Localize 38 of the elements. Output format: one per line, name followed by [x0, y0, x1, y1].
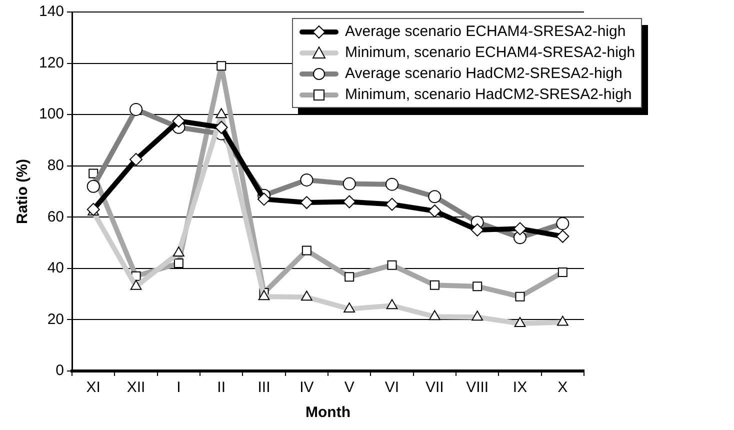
point — [470, 223, 484, 236]
point — [514, 222, 527, 236]
point — [130, 152, 143, 166]
x-tick-label: II — [217, 379, 226, 396]
x-axis-title: Month — [306, 404, 351, 422]
point — [428, 204, 442, 218]
point — [258, 192, 271, 206]
x-tick-label: VI — [384, 379, 400, 396]
x-tick-label: X — [558, 379, 568, 396]
point — [386, 198, 399, 211]
y-tick-label: 120 — [38, 54, 64, 72]
x-tick-label: I — [176, 379, 181, 396]
point — [556, 230, 570, 243]
y-tick-label: 60 — [47, 208, 64, 226]
x-tick-label: XII — [126, 379, 146, 396]
y-tick-label: 100 — [38, 106, 64, 123]
point — [86, 202, 100, 216]
legend-label: Minimum, scenario HadCM2-SRESA2-high — [345, 85, 632, 105]
point — [300, 196, 314, 210]
legend-label: Minimum, scenario ECHAM4-SRESA2-high — [345, 43, 636, 63]
point — [172, 114, 186, 128]
x-tick-label: VII — [426, 379, 444, 396]
point — [342, 195, 356, 208]
x-tick-label: III — [258, 379, 270, 396]
x-tick-label: VIII — [466, 379, 489, 396]
x-tick-label: IX — [512, 379, 528, 396]
legend-label: Average scenario ECHAM4-SRESA2-high — [345, 22, 626, 42]
x-tick-label: XI — [86, 379, 100, 396]
y-tick-label: 40 — [47, 260, 64, 277]
legend-label: Average scenario HadCM2-SRESA2-high — [345, 64, 622, 84]
y-tick-label: 0 — [56, 362, 64, 380]
y-tick-label: 20 — [47, 310, 64, 328]
x-tick-label: V — [344, 379, 354, 396]
y-tick-label: 80 — [47, 157, 64, 174]
y-tick-label: 140 — [38, 3, 64, 20]
point — [214, 120, 228, 134]
y-axis-title: Ratio (%) — [14, 159, 32, 224]
x-tick-label: IV — [300, 379, 314, 396]
